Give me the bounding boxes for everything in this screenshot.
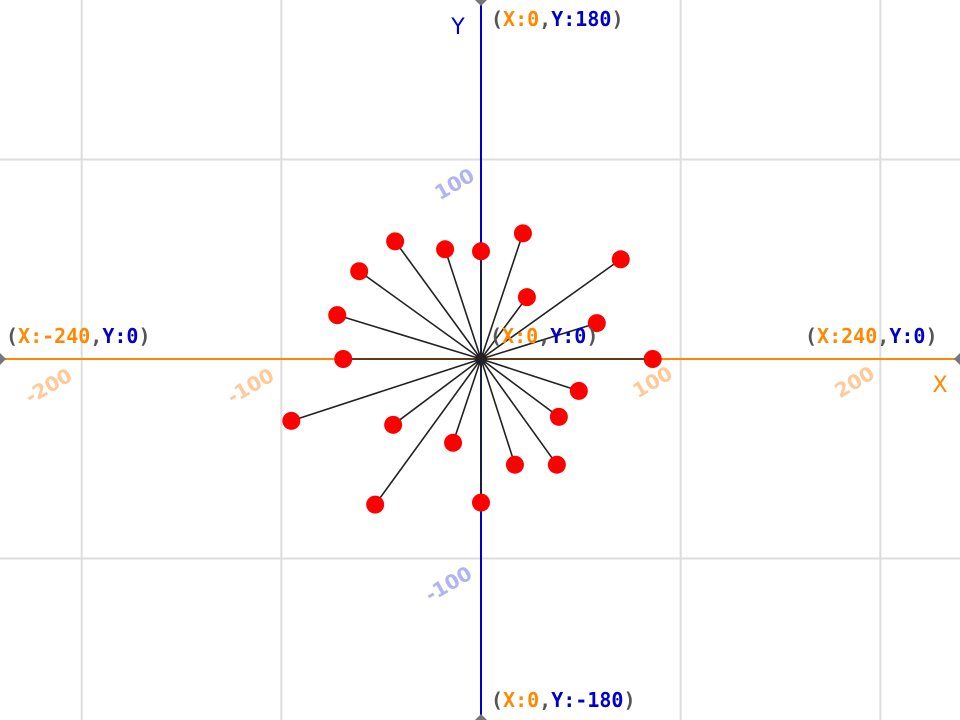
coord-x-part: X:0 xyxy=(503,7,539,31)
ray-line xyxy=(392,358,482,426)
coord-y-part: Y:180 xyxy=(551,7,611,31)
ray-line xyxy=(480,296,528,360)
paren-close: ) xyxy=(138,324,150,348)
sprite-dot[interactable] xyxy=(472,493,490,512)
coord-label-origin: (X:0,Y:0) xyxy=(490,324,598,348)
ray-line xyxy=(480,358,558,466)
coord-label-left: (X:-240,Y:0) xyxy=(6,324,151,348)
comma: , xyxy=(877,324,889,348)
ray-line xyxy=(394,240,482,360)
paren-open: ( xyxy=(490,324,502,348)
sprite-dot[interactable] xyxy=(436,240,455,259)
ray-line xyxy=(374,358,482,506)
comma: , xyxy=(539,7,551,31)
sprite-dot[interactable] xyxy=(549,407,568,426)
coord-y-part: Y:0 xyxy=(550,324,586,348)
ray-line xyxy=(480,358,560,418)
paren-close: ) xyxy=(611,7,623,31)
sprite-dot[interactable] xyxy=(513,224,532,243)
coord-y-part: Y:-180 xyxy=(551,688,623,712)
sprite-dot[interactable] xyxy=(611,250,630,269)
ray-line xyxy=(480,258,622,360)
coord-x-part: X:0 xyxy=(502,324,538,348)
ray-line xyxy=(480,358,580,392)
y-axis-top-end-marker xyxy=(475,0,487,6)
sprite-dot[interactable] xyxy=(643,350,662,368)
sprite-dot[interactable] xyxy=(386,232,405,251)
coord-label-right: (X:240,Y:0) xyxy=(805,324,937,348)
coord-y-part: Y:0 xyxy=(102,324,138,348)
comma: , xyxy=(90,324,102,348)
y-axis-name: Y xyxy=(450,15,465,40)
paren-close: ) xyxy=(623,688,635,712)
ray-line xyxy=(480,322,598,360)
sprite-dot[interactable] xyxy=(517,288,536,307)
ray-line xyxy=(480,233,524,360)
sprite-dot[interactable] xyxy=(569,381,588,400)
comma: , xyxy=(539,688,551,712)
sprite-dot[interactable] xyxy=(366,495,385,514)
sprite-dot[interactable] xyxy=(547,455,566,474)
coord-x-part: X:0 xyxy=(503,688,539,712)
origin-marker xyxy=(475,353,487,365)
paren-open: ( xyxy=(491,688,503,712)
sprite-dot[interactable] xyxy=(444,433,463,452)
ray-line xyxy=(337,314,482,360)
paren-open: ( xyxy=(491,7,503,31)
ray-line xyxy=(444,249,482,360)
sprite-dot[interactable] xyxy=(472,242,490,261)
y-axis-bottom-end-marker xyxy=(475,714,487,720)
ray-line xyxy=(480,358,516,465)
ray-line xyxy=(358,270,482,360)
coord-x-part: X:-240 xyxy=(18,324,90,348)
coord-y-part: Y:0 xyxy=(889,324,925,348)
sprite-dot[interactable] xyxy=(350,262,369,281)
x-axis-left-end-marker xyxy=(0,353,6,365)
coord-label-top: (X:0,Y:180) xyxy=(491,7,623,31)
paren-open: ( xyxy=(6,324,18,348)
rays xyxy=(291,233,653,506)
sprite-dot[interactable] xyxy=(505,455,524,474)
paren-close: ) xyxy=(586,324,598,348)
x-axis-name: X xyxy=(932,373,947,398)
sprite-dot[interactable] xyxy=(587,314,606,333)
paren-open: ( xyxy=(805,324,817,348)
sprite-dot[interactable] xyxy=(334,350,353,368)
ray-line xyxy=(452,358,482,444)
sprite-dot[interactable] xyxy=(384,415,403,434)
coord-label-bottom: (X:0,Y:-180) xyxy=(491,688,636,712)
sprite-points xyxy=(282,224,662,514)
coord-x-part: X:240 xyxy=(817,324,877,348)
sprite-dot[interactable] xyxy=(282,411,301,430)
sprite-dot[interactable] xyxy=(328,306,347,325)
ray-line xyxy=(291,358,482,422)
comma: , xyxy=(538,324,550,348)
paren-close: ) xyxy=(925,324,937,348)
x-axis-right-end-marker xyxy=(954,353,960,365)
